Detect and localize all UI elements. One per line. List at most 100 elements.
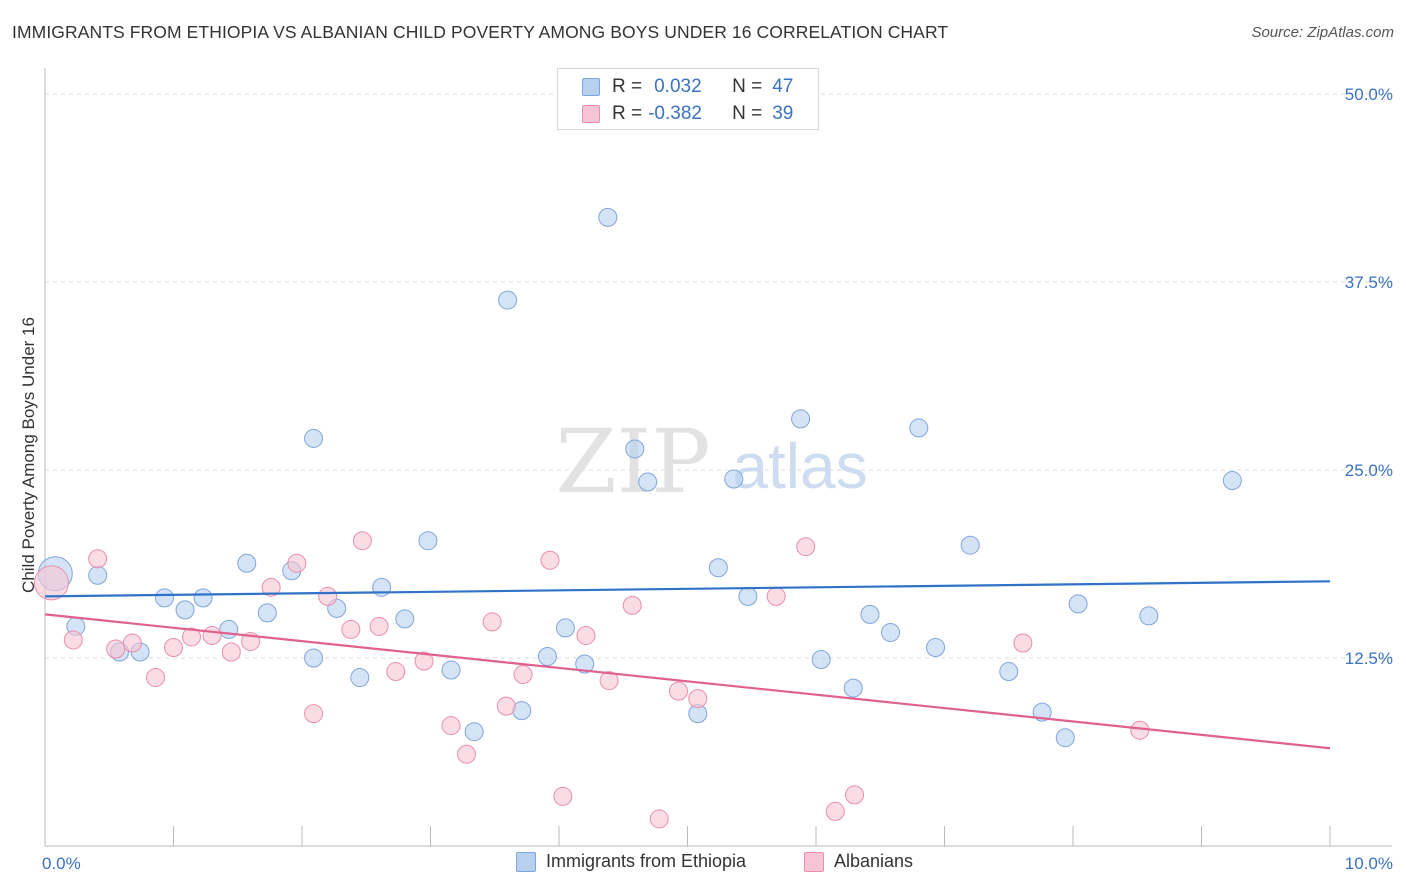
data-point [88, 549, 108, 569]
trend-line [44, 613, 1331, 750]
data-point [796, 537, 816, 557]
data-point [369, 616, 389, 636]
legend-swatch-blue [582, 78, 600, 96]
data-point [498, 290, 518, 310]
data-point [386, 662, 406, 682]
data-point [304, 428, 324, 448]
data-point [146, 668, 166, 688]
data-point [372, 577, 392, 597]
y-tick-label: 25.0% [1345, 461, 1393, 480]
data-point [1139, 606, 1159, 626]
data-point [622, 595, 642, 615]
watermark-atlas: atlas [732, 430, 867, 502]
x-tick-label: 10.0% [1345, 854, 1393, 873]
data-point [1222, 471, 1242, 491]
data-point [181, 627, 201, 647]
data-point [1130, 720, 1150, 740]
data-point [441, 660, 461, 680]
axes [44, 68, 1392, 847]
n-label: N = [732, 103, 763, 124]
data-point [221, 642, 241, 662]
data-point [576, 625, 596, 645]
data-point [625, 439, 645, 459]
data-point [175, 600, 195, 620]
data-point [909, 418, 929, 438]
data-point [464, 722, 484, 742]
data-point [724, 469, 744, 489]
data-point [88, 565, 108, 585]
data-point [496, 696, 516, 716]
data-point [202, 625, 222, 645]
data-point [287, 553, 307, 573]
legend-item-albanians: Albanians [804, 851, 913, 872]
data-point [350, 668, 370, 688]
data-point [766, 586, 786, 606]
data-point [1055, 728, 1075, 748]
legend-row-albanians: R = -0.382 N = 39 [582, 101, 793, 127]
y-tick-label: 37.5% [1345, 273, 1393, 292]
data-point [106, 639, 126, 659]
data-point [414, 651, 434, 671]
data-point [649, 809, 669, 829]
data-point [352, 531, 372, 551]
legend-swatch-pink [582, 105, 600, 123]
data-point [513, 665, 533, 685]
data-point [482, 612, 502, 632]
data-point [1013, 633, 1033, 653]
n-value: 39 [772, 103, 794, 124]
data-point [318, 586, 338, 606]
legend-label: Immigrants from Ethiopia [546, 851, 747, 871]
data-point [261, 577, 281, 597]
y-tick-label: 50.0% [1345, 85, 1393, 104]
y-axis-label: Child Poverty Among Boys Under 16 [19, 317, 38, 593]
data-point [999, 662, 1019, 682]
data-point [219, 619, 239, 639]
data-point [881, 622, 901, 642]
data-point [441, 716, 461, 736]
data-point [860, 604, 880, 624]
r-label: R = [612, 103, 643, 124]
data-point [598, 207, 618, 227]
data-point [395, 609, 415, 629]
series-legend: Immigrants from Ethiopia Albanians [0, 851, 1406, 879]
r-value: 0.032 [654, 76, 702, 97]
r-label: R = [612, 76, 643, 97]
series-albanians [33, 531, 1150, 829]
source-label: Source: ZipAtlas.com [1251, 24, 1394, 41]
legend-label: Albanians [834, 851, 914, 871]
legend-row-ethiopia: R = 0.032 N = 47 [582, 74, 793, 100]
data-point [193, 588, 213, 608]
trend-line [44, 580, 1331, 598]
correlation-legend: R = 0.032 N = 47 R = -0.382 N = 39 [557, 68, 819, 130]
data-point [418, 531, 438, 551]
n-label: N = [732, 76, 763, 97]
data-point [537, 647, 557, 667]
data-point [456, 744, 476, 764]
data-point [1068, 594, 1088, 614]
grid-lines [45, 93, 1392, 659]
data-point [555, 618, 575, 638]
tick-labels: 12.5% 25.0% 37.5% 50.0% 0.0% 10.0% [42, 85, 1393, 873]
data-point [575, 654, 595, 674]
data-point [122, 633, 142, 653]
data-point [553, 786, 573, 806]
data-point [237, 553, 257, 573]
trend-lines [44, 580, 1331, 750]
data-point [825, 801, 845, 821]
legend-swatch-blue [516, 851, 536, 872]
data-point [1032, 702, 1052, 722]
data-point [257, 603, 277, 623]
watermark: ZIP atlas [555, 410, 867, 513]
series-ethiopia [37, 207, 1242, 748]
data-point [540, 550, 560, 570]
data-point [304, 648, 324, 668]
chart-title: IMMIGRANTS FROM ETHIOPIA VS ALBANIAN CHI… [12, 22, 949, 42]
legend-item-ethiopia: Immigrants from Ethiopia [516, 851, 746, 872]
legend-swatch-pink [804, 851, 824, 872]
y-tick-label: 12.5% [1345, 649, 1393, 668]
data-point [926, 637, 946, 657]
data-point [599, 671, 619, 691]
data-point [304, 704, 324, 724]
data-point [845, 785, 865, 805]
